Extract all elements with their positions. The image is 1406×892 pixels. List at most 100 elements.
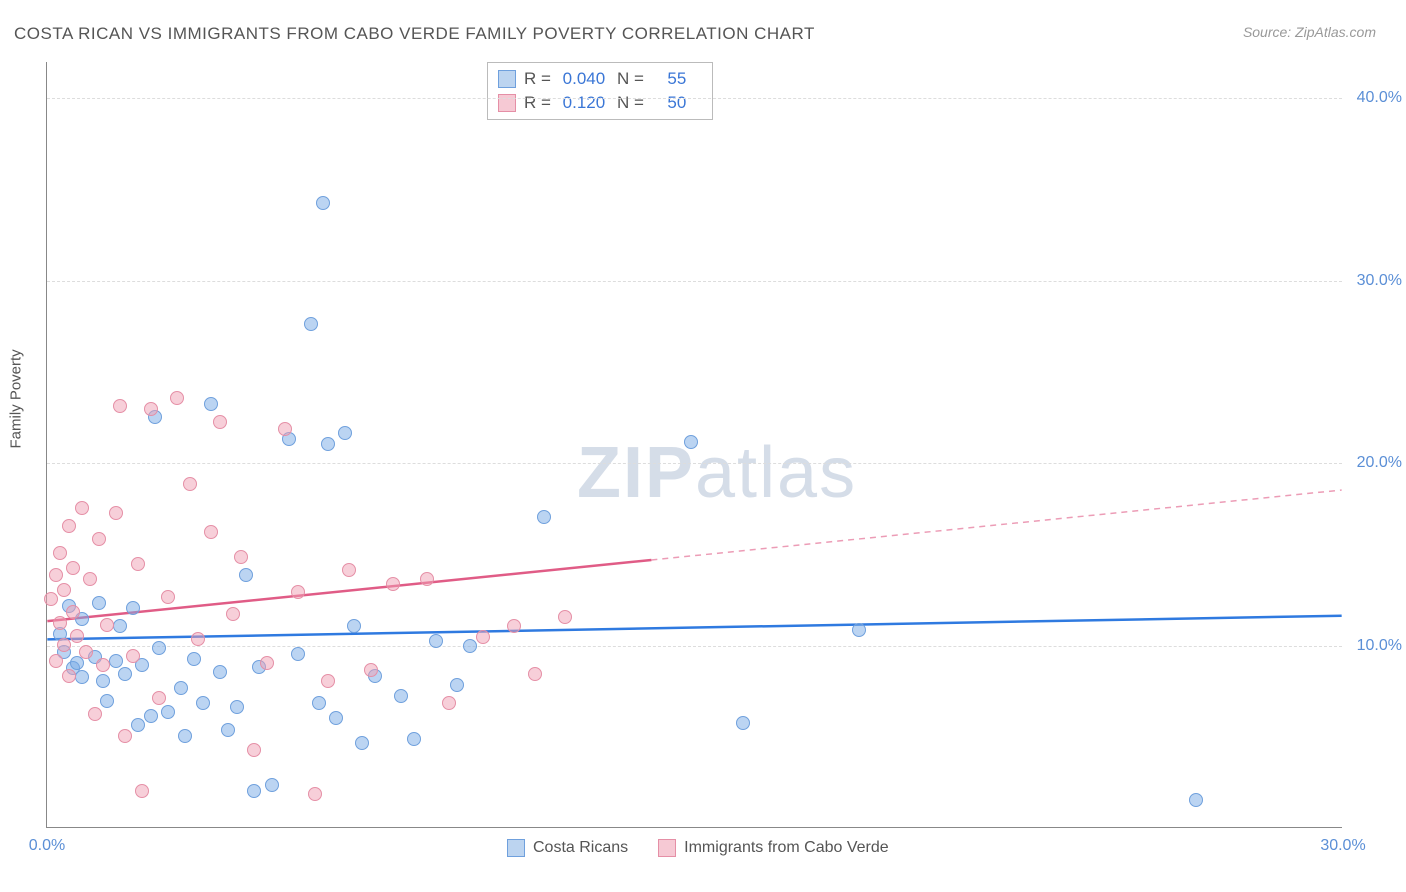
legend-label-0: Costa Ricans	[533, 839, 628, 857]
scatter-point	[230, 700, 244, 714]
scatter-point	[49, 568, 63, 582]
scatter-point	[109, 654, 123, 668]
scatter-point	[49, 654, 63, 668]
scatter-point	[66, 561, 80, 575]
scatter-point	[88, 707, 102, 721]
watermark: ZIPatlas	[577, 432, 857, 514]
r-label-0: R =	[524, 69, 551, 89]
y-tick-label: 40.0%	[1357, 89, 1402, 107]
scatter-point	[70, 629, 84, 643]
scatter-point	[347, 619, 361, 633]
source-label: Source: ZipAtlas.com	[1243, 24, 1376, 40]
scatter-point	[213, 665, 227, 679]
scatter-point	[174, 681, 188, 695]
legend-swatch-1	[658, 839, 676, 857]
y-axis-label: Family Poverty	[8, 349, 25, 448]
scatter-point	[234, 550, 248, 564]
scatter-point	[852, 623, 866, 637]
grid-line	[47, 281, 1342, 282]
scatter-point	[152, 691, 166, 705]
scatter-point	[75, 670, 89, 684]
scatter-point	[684, 435, 698, 449]
scatter-point	[126, 601, 140, 615]
legend-item-1: Immigrants from Cabo Verde	[658, 839, 889, 857]
scatter-point	[96, 658, 110, 672]
scatter-point	[144, 402, 158, 416]
stats-box: R = 0.040 N = 55 R = 0.120 N = 50	[487, 62, 713, 120]
scatter-point	[57, 583, 71, 597]
scatter-point	[100, 618, 114, 632]
scatter-point	[442, 696, 456, 710]
scatter-point	[57, 638, 71, 652]
scatter-point	[476, 630, 490, 644]
scatter-point	[507, 619, 521, 633]
scatter-point	[394, 689, 408, 703]
n-value-0: 55	[652, 69, 702, 89]
scatter-point	[528, 667, 542, 681]
scatter-point	[62, 519, 76, 533]
scatter-point	[131, 718, 145, 732]
scatter-point	[291, 647, 305, 661]
grid-line	[47, 646, 1342, 647]
grid-line	[47, 98, 1342, 99]
scatter-point	[364, 663, 378, 677]
scatter-point	[161, 590, 175, 604]
r-label-1: R =	[524, 93, 551, 113]
scatter-point	[450, 678, 464, 692]
scatter-point	[278, 422, 292, 436]
x-tick-label: 0.0%	[29, 837, 65, 855]
scatter-point	[321, 437, 335, 451]
swatch-series-0	[498, 70, 516, 88]
stats-row-1: R = 0.120 N = 50	[498, 91, 702, 115]
scatter-point	[92, 532, 106, 546]
r-value-0: 0.040	[559, 69, 609, 89]
scatter-point	[463, 639, 477, 653]
scatter-point	[79, 645, 93, 659]
scatter-point	[96, 674, 110, 688]
scatter-point	[83, 572, 97, 586]
scatter-point	[736, 716, 750, 730]
scatter-point	[247, 784, 261, 798]
legend-label-1: Immigrants from Cabo Verde	[684, 839, 889, 857]
scatter-point	[312, 696, 326, 710]
scatter-point	[183, 477, 197, 491]
scatter-point	[178, 729, 192, 743]
grid-line	[47, 463, 1342, 464]
n-value-1: 50	[652, 93, 702, 113]
scatter-point	[113, 399, 127, 413]
scatter-point	[118, 729, 132, 743]
y-tick-label: 30.0%	[1357, 272, 1402, 290]
legend-swatch-0	[507, 839, 525, 857]
scatter-point	[342, 563, 356, 577]
scatter-point	[53, 616, 67, 630]
scatter-point	[187, 652, 201, 666]
scatter-point	[407, 732, 421, 746]
scatter-point	[386, 577, 400, 591]
scatter-point	[316, 196, 330, 210]
scatter-point	[304, 317, 318, 331]
scatter-point	[329, 711, 343, 725]
scatter-point	[355, 736, 369, 750]
scatter-point	[113, 619, 127, 633]
chart-title: COSTA RICAN VS IMMIGRANTS FROM CABO VERD…	[14, 24, 815, 44]
scatter-point	[92, 596, 106, 610]
scatter-point	[44, 592, 58, 606]
r-value-1: 0.120	[559, 93, 609, 113]
n-label-0: N =	[617, 69, 644, 89]
scatter-point	[429, 634, 443, 648]
x-tick-label: 30.0%	[1320, 837, 1365, 855]
scatter-point	[321, 674, 335, 688]
scatter-point	[260, 656, 274, 670]
n-label-1: N =	[617, 93, 644, 113]
scatter-point	[213, 415, 227, 429]
scatter-point	[62, 669, 76, 683]
scatter-point	[204, 397, 218, 411]
swatch-series-1	[498, 94, 516, 112]
scatter-point	[221, 723, 235, 737]
scatter-point	[247, 743, 261, 757]
scatter-point	[75, 501, 89, 515]
scatter-point	[196, 696, 210, 710]
scatter-point	[109, 506, 123, 520]
scatter-point	[135, 784, 149, 798]
scatter-point	[53, 546, 67, 560]
